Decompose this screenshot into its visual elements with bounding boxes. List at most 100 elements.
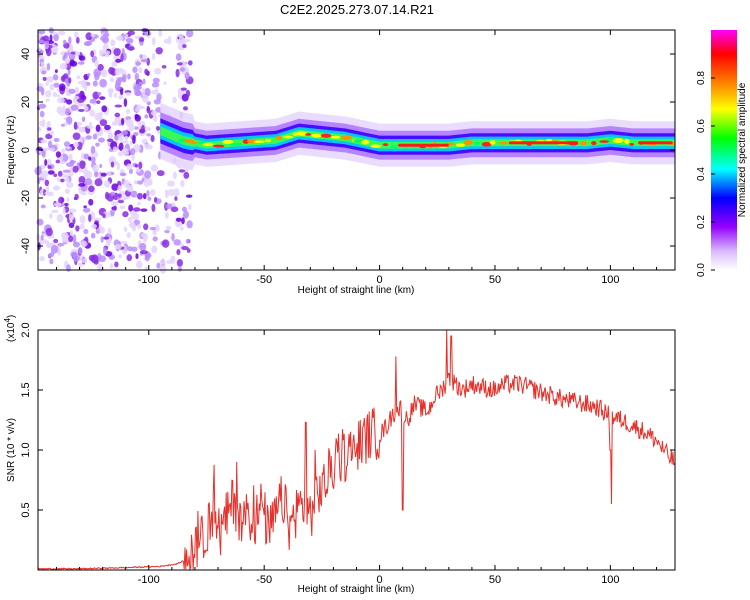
noise-dot xyxy=(186,220,193,229)
noise-dot xyxy=(107,227,112,235)
noise-dot xyxy=(60,197,65,203)
spectrogram-x-label: Height of straight line (km) xyxy=(298,285,415,296)
noise-dot xyxy=(142,94,149,103)
noise-dot xyxy=(62,104,66,114)
noise-dot xyxy=(122,211,129,218)
noise-dot xyxy=(113,92,117,98)
ridge-blob xyxy=(282,135,294,139)
noise-dot xyxy=(178,169,186,173)
ridge-blob xyxy=(370,144,381,148)
noise-dot xyxy=(57,30,66,36)
noise-dot xyxy=(131,246,138,252)
noise-dot xyxy=(127,73,131,80)
noise-dot xyxy=(134,72,140,81)
noise-dot xyxy=(124,135,129,141)
noise-dot xyxy=(76,75,81,80)
noise-dot xyxy=(165,225,172,231)
chart-title: C2E2.2025.273.07.14.R21 xyxy=(280,2,434,17)
noise-dot xyxy=(180,87,187,91)
colorbar-tick-label: 0.6 xyxy=(696,119,707,133)
noise-dot xyxy=(114,104,123,108)
snr-y-ticks: 0.5 1.0 1.5 2.0 xyxy=(20,322,675,518)
noise-dot xyxy=(151,245,158,254)
noise-dot xyxy=(68,167,74,177)
noise-dot xyxy=(146,133,152,137)
noise-dot xyxy=(146,190,150,197)
x-tick-label: 50 xyxy=(489,574,501,586)
noise-dot xyxy=(76,51,81,56)
noise-dot xyxy=(113,135,119,141)
noise-dot xyxy=(51,209,59,214)
noise-dot xyxy=(180,180,185,188)
noise-dot xyxy=(164,211,169,219)
noise-dot xyxy=(167,188,175,197)
noise-dot xyxy=(165,203,173,210)
noise-dot xyxy=(45,240,50,248)
noise-dot xyxy=(83,153,90,160)
colorbar-gradient xyxy=(711,30,737,270)
y-tick-label: 1.5 xyxy=(20,382,32,397)
noise-dot xyxy=(120,53,124,63)
ridge-blob xyxy=(340,135,353,140)
noise-dot xyxy=(186,248,191,253)
x-tick-label: 0 xyxy=(377,574,383,586)
snr-y-label: SNR (10 * v/v) xyxy=(6,418,17,482)
noise-dot xyxy=(187,60,193,66)
noise-dot xyxy=(174,196,178,201)
noise-dot xyxy=(138,161,143,170)
x-tick-label: -100 xyxy=(138,274,160,286)
noise-dot xyxy=(42,76,47,81)
snr-multiplier-base: (x10 xyxy=(6,322,17,342)
ridge-blob xyxy=(222,139,234,145)
noise-dot xyxy=(37,39,46,44)
colorbar-tick-label: 0.2 xyxy=(696,215,707,229)
noise-dot xyxy=(136,104,141,110)
snr-x-label: Height of straight line (km) xyxy=(298,584,415,595)
noise-dot xyxy=(138,37,145,42)
noise-dot xyxy=(74,86,80,94)
noise-dot xyxy=(119,172,127,177)
noise-dot xyxy=(102,247,107,256)
noise-dot xyxy=(166,259,173,264)
noise-dot xyxy=(56,106,64,115)
y-tick-label: 0.5 xyxy=(20,502,32,517)
ridge-blob xyxy=(295,131,308,136)
noise-dot xyxy=(119,69,126,75)
noise-dot xyxy=(113,48,121,57)
noise-dot xyxy=(147,196,152,201)
noise-dot xyxy=(47,165,52,169)
noise-dot xyxy=(176,222,183,227)
ridge-blob xyxy=(311,133,322,138)
noise-dot xyxy=(68,213,73,222)
noise-dot xyxy=(151,52,156,61)
noise-dot xyxy=(57,97,65,104)
noise-dot xyxy=(173,188,180,197)
noise-dot xyxy=(188,203,192,211)
noise-dot xyxy=(72,234,77,243)
noise-dot xyxy=(65,116,73,125)
noise-dot xyxy=(72,132,81,141)
ridge-peak xyxy=(398,143,449,147)
noise-dot xyxy=(139,54,143,59)
ridge-blob xyxy=(591,141,597,146)
noise-dot xyxy=(135,253,139,260)
noise-dot xyxy=(40,61,45,68)
noise-dot xyxy=(90,156,96,164)
noise-dot xyxy=(107,88,114,94)
ridge-blob xyxy=(330,135,341,139)
noise-dot xyxy=(144,255,150,262)
ridge-blob xyxy=(190,141,198,145)
colorbar-tick-label: 0.8 xyxy=(696,71,707,85)
noise-dot xyxy=(43,147,50,151)
noise-dot xyxy=(46,76,53,80)
noise-dot xyxy=(79,223,85,230)
ridge-blob xyxy=(629,143,635,146)
noise-dot xyxy=(130,190,138,198)
noise-dot xyxy=(94,71,100,81)
noise-dot xyxy=(49,130,54,136)
noise-dot xyxy=(182,106,189,111)
noise-dot xyxy=(66,264,71,272)
noise-dot xyxy=(99,96,106,100)
noise-dot xyxy=(80,103,87,107)
noise-dot xyxy=(85,135,92,140)
